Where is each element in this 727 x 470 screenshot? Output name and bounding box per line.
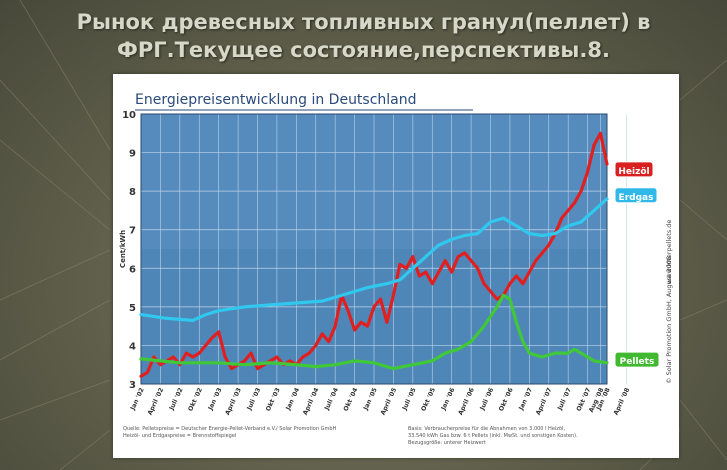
x-tick-label: Juli '04: [323, 386, 340, 412]
slide-title: Рынок древесных топливных гранул(пеллет)…: [0, 8, 727, 64]
y-tick-label: 8: [129, 187, 136, 198]
x-tick-label: Jan '07: [517, 387, 534, 412]
chart-panel: 3 4 5 6 7 8 9 10 Jan '02 April '02 Juli '02 Okt '02…: [113, 74, 679, 458]
slide-title-line2: ФРГ.Текущее состояние,перспективы.8.: [117, 38, 610, 62]
x-tick-label: April '08: [613, 387, 632, 416]
x-tick-label: Okt '03: [265, 387, 282, 413]
x-tick-label: April '07: [535, 387, 554, 416]
legend-label: Pellets: [620, 357, 655, 367]
source-line1: Quelle: Pelletspreise = Deutscher Energi…: [123, 426, 337, 432]
x-tick-label: Okt '02: [187, 387, 204, 413]
y-tick-label: 6: [129, 264, 136, 275]
x-tick-label: Jan '04: [284, 386, 301, 412]
basis-note: Basis: Verbraucherpreise für die Abnahme…: [408, 426, 578, 447]
x-tick-label: Okt '04: [342, 386, 359, 412]
plot-frame: [140, 113, 608, 385]
x-tick-label: Okt '05: [420, 387, 437, 413]
x-tick-label: April '04: [302, 386, 321, 416]
source-note: Quelle: Pelletspreise = Deutscher Energi…: [123, 426, 336, 440]
x-tick-label: Juli '02: [168, 387, 185, 412]
x-tick-label: Jan '03: [207, 387, 224, 412]
x-tick-label: Juli '06: [479, 387, 496, 412]
website-note: www.interpellets.de: [665, 220, 673, 284]
x-tick-label: Juli '03: [246, 387, 263, 412]
x-tick-label: April '05: [380, 387, 399, 416]
x-tick-label: April '06: [457, 387, 476, 416]
basis-line1: Basis: Verbraucherpreise für die Abnahme…: [408, 426, 565, 432]
chart-title: Energiepreisentwicklung in Deutschland: [135, 92, 417, 108]
basis-line3: Bezugsgröße: unterer Heizwert: [408, 440, 486, 446]
series-line-pellets: [139, 293, 609, 371]
legend-badge: [614, 187, 658, 204]
y-tick-label: 5: [129, 303, 136, 314]
legend-label: Heizöl: [618, 167, 649, 177]
y-tick-label: 9: [129, 149, 136, 160]
copyright-note: © Solar Promotion GmbH, August 2008: [665, 256, 673, 384]
x-tick-label: Jan '05: [362, 387, 379, 412]
x-tick-label: Juli '07: [556, 387, 573, 412]
legend-badge: [614, 351, 660, 368]
y-tick-label: 10: [122, 110, 136, 121]
y-tick-label: 7: [129, 226, 136, 237]
legend-badge: [614, 161, 654, 178]
x-tick-label: April '03: [224, 387, 243, 416]
legend-label: Erdgas: [619, 193, 654, 203]
x-tick-label: April '02: [147, 387, 166, 416]
y-tick-label: 4: [129, 341, 136, 352]
slide-title-line1: Рынок древесных топливных гранул(пеллет)…: [76, 10, 651, 34]
x-tick-label: Juli '05: [401, 387, 418, 412]
x-tick-label: Jan '06: [440, 387, 457, 412]
source-line2: Heizöl- und Erdgaspreise = Brennstoffspi…: [123, 433, 237, 439]
x-tick-label: Okt '06: [498, 387, 515, 413]
basis-line2: 33.540 kWh Gas bzw. 6 t Pellets (inkl. M…: [408, 433, 578, 439]
series-line-erdgas: [139, 197, 609, 322]
series-line-heizoel: [139, 131, 609, 378]
y-tick-label: 3: [129, 380, 136, 391]
y-axis-label: Cent/kWh: [119, 230, 127, 268]
